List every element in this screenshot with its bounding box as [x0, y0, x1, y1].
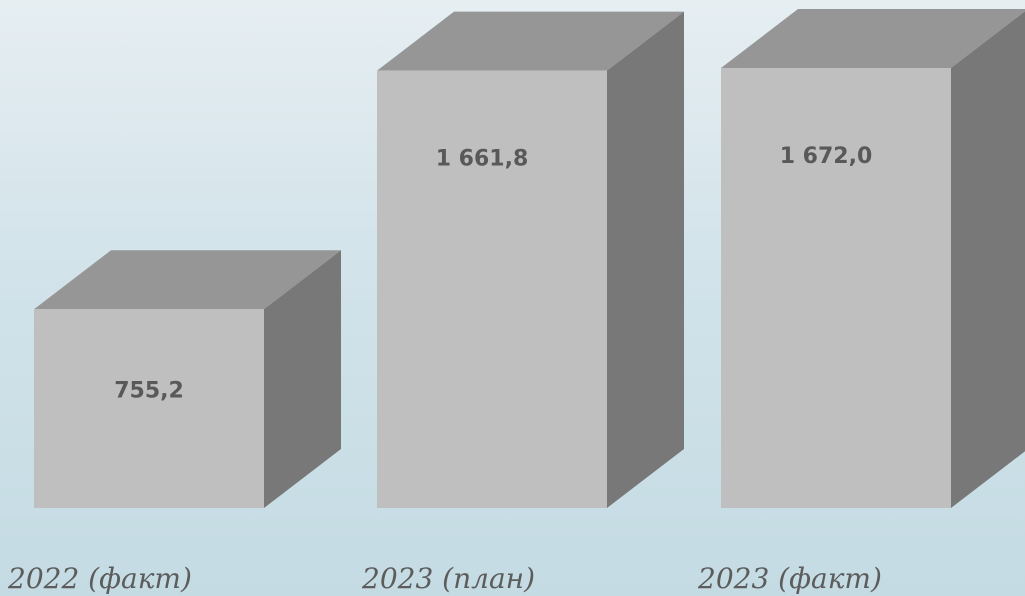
bars-group	[34, 9, 1025, 509]
bar-side-face	[607, 11, 684, 509]
bar-1	[34, 250, 341, 508]
category-label: 2022 (факт)	[7, 562, 192, 595]
data-label: 755,2	[114, 378, 184, 403]
bar-front-face	[34, 309, 264, 508]
bar-top-face	[721, 9, 1025, 68]
bar-top-face	[34, 250, 341, 310]
bar-top-face	[377, 11, 684, 71]
bar-front-face	[721, 68, 951, 508]
data-label: 1 672,0	[780, 144, 873, 169]
data-label: 1 661,8	[436, 147, 529, 172]
category-label: 2023 (факт)	[697, 562, 882, 595]
bar-2	[377, 11, 684, 509]
labels-group: 755,2 2022 (факт) 1 661,8 2023 (план) 1 672,…	[7, 144, 882, 595]
bar-front-face	[377, 70, 607, 509]
bar-side-face	[951, 11, 1025, 508]
bar-3	[721, 9, 1025, 508]
category-label: 2023 (план)	[361, 562, 535, 595]
bar-side-face	[264, 250, 341, 508]
